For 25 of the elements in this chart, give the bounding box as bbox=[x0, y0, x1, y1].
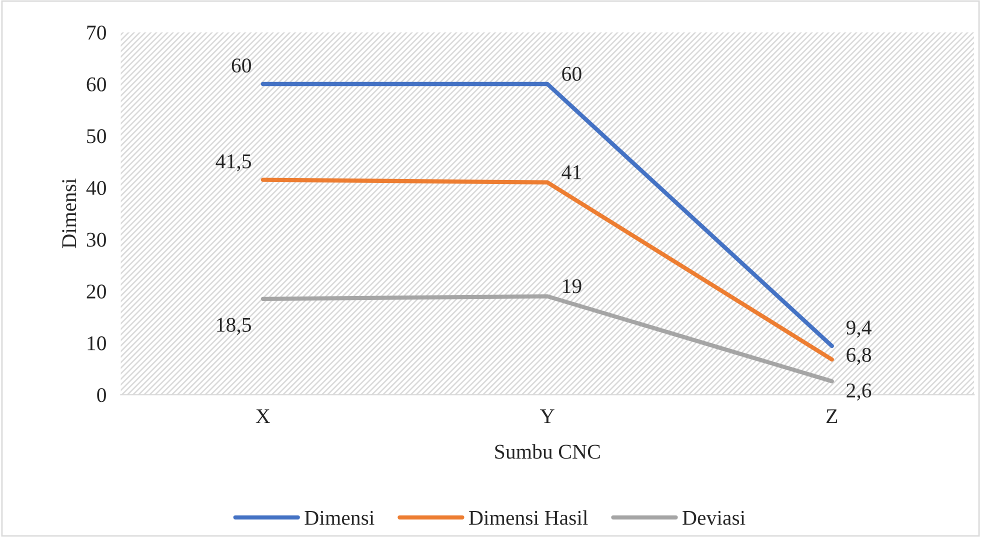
y-tick-label: 50 bbox=[87, 129, 106, 144]
x-tick-label: Y bbox=[540, 409, 554, 424]
y-tick-label: 10 bbox=[88, 336, 106, 350]
y-tick-label: 20 bbox=[86, 284, 106, 299]
y-tick-label: 0 bbox=[97, 388, 106, 402]
x-axis-title: Sumbu CNC bbox=[495, 444, 600, 459]
legend-label: Dimensi Hasil bbox=[469, 510, 588, 525]
y-tick-label: 30 bbox=[86, 232, 106, 247]
data-label: 41 bbox=[562, 165, 581, 180]
y-tick-label: 40 bbox=[86, 180, 106, 195]
legend-label: Deviasi bbox=[682, 510, 746, 525]
x-tick-label: Z bbox=[826, 409, 838, 424]
data-label: 19 bbox=[563, 279, 582, 294]
data-label: 41,5 bbox=[216, 154, 251, 172]
y-axis-title: Dimensi bbox=[62, 178, 76, 248]
data-label: 2,6 bbox=[846, 384, 872, 401]
data-label: 9,4 bbox=[846, 320, 872, 338]
x-tick-label: X bbox=[256, 409, 270, 424]
data-label: 6,8 bbox=[846, 348, 872, 365]
data-label: 60 bbox=[562, 66, 582, 81]
y-tick-label: 70 bbox=[87, 26, 106, 40]
data-label: 60 bbox=[232, 58, 252, 73]
legend-label: Dimensi bbox=[304, 510, 374, 525]
data-label: 18,5 bbox=[217, 318, 251, 335]
y-tick-label: 60 bbox=[86, 77, 106, 92]
